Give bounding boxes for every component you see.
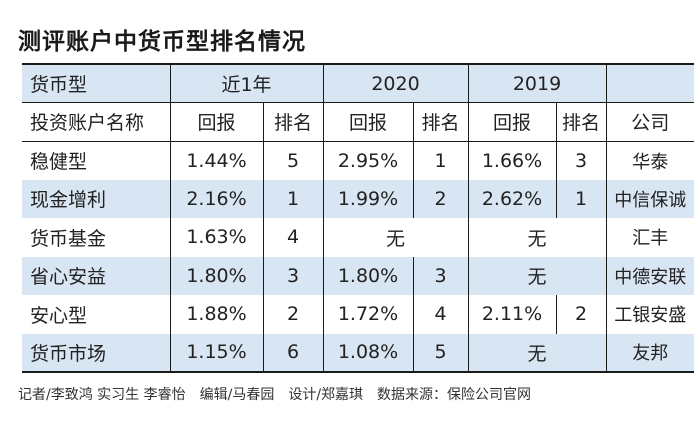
header-row-years: 货币型 近1年 2020 2019 [22, 63, 695, 103]
col-return: 回报 [322, 102, 413, 141]
account-name: 货币基金 [30, 227, 107, 250]
empty-header-cell [605, 63, 695, 103]
company-name: 华泰 [605, 140, 695, 180]
account-name: 现金增利 [22, 179, 170, 218]
rank-value: 3 [412, 256, 469, 295]
return-value: 2.11% [467, 295, 557, 334]
company-name: 工银安盛 [605, 295, 695, 334]
col-rank: 排名 [555, 102, 607, 141]
col-company: 公司 [605, 102, 695, 141]
col-rank: 排名 [262, 102, 323, 141]
rank-value: 2 [412, 179, 469, 218]
rank-value: 6 [262, 333, 323, 373]
return-value: 2.16% [169, 179, 263, 218]
table-row: 安心型 1.88% 2 1.72% 4 2.11% 2 工银安盛 [22, 295, 695, 334]
return-value: 2.95% [322, 140, 413, 180]
credits-footer: 记者/李致鸿 实习生 李睿怡 编辑/马春园 设计/郑嘉琪 数据来源：保险公司官网 [18, 387, 532, 403]
return-value: 1.63% [169, 218, 263, 257]
rank-value: 1 [555, 179, 607, 218]
rank-value: 5 [262, 140, 323, 180]
rank-value: 4 [412, 295, 469, 334]
return-value: 2.62% [467, 179, 557, 218]
account-name: 货币市场 [22, 333, 170, 373]
table-row: 货币基金 1.63% 4 无 无 汇丰 [22, 218, 695, 257]
col-account-name: 投资账户名称 [22, 102, 170, 141]
company-name: 汇丰 [605, 218, 695, 257]
account-name: 稳健型 [22, 140, 170, 180]
company-name: 中信保诚 [605, 179, 695, 218]
col-return: 回报 [467, 102, 557, 141]
account-name: 省心安益 [22, 256, 170, 295]
return-value: 1.66% [467, 140, 557, 180]
no-data-2019: 无 [467, 218, 607, 257]
rank-value: 1 [262, 179, 323, 218]
return-value: 1.88% [169, 295, 263, 334]
header-row-columns: 投资账户名称 回报 排名 回报 排名 回报 排名 公司 [22, 102, 695, 141]
table-row: 省心安益 1.80% 3 1.80% 3 无 中德安联 [22, 256, 695, 295]
rank-value: 4 [262, 218, 323, 257]
return-value: 1.80% [169, 256, 263, 295]
period-2020: 2020 [322, 63, 469, 103]
table-row: 现金增利 2.16% 1 1.99% 2 2.62% 1 中信保诚 [22, 179, 695, 218]
rank-value: 2 [262, 295, 323, 334]
no-data-2019: 无 [467, 256, 607, 295]
rank-value: 5 [412, 333, 469, 373]
return-value: 1.08% [322, 333, 413, 373]
rank-value: 2 [555, 295, 607, 334]
company-name: 友邦 [605, 333, 695, 373]
period-last-year: 近1年 [169, 63, 323, 103]
return-value: 1.15% [169, 333, 263, 373]
account-name: 安心型 [30, 304, 88, 327]
table-row: 货币市场 1.15% 6 1.08% 5 无 友邦 [22, 333, 695, 373]
ranking-table: 货币型 近1年 2020 2019 投资账户名称 回报 排名 回报 排名 回报 … [22, 63, 695, 373]
return-value: 1.80% [322, 256, 413, 295]
rank-value: 3 [555, 140, 607, 180]
period-2019: 2019 [467, 63, 607, 103]
type-label: 货币型 [22, 63, 170, 103]
col-return: 回报 [169, 102, 263, 141]
rank-value: 1 [412, 140, 469, 180]
return-value: 1.44% [169, 140, 263, 180]
table-row: 稳健型 1.44% 5 2.95% 1 1.66% 3 华泰 [22, 140, 695, 180]
company-name: 中德安联 [605, 256, 695, 295]
col-rank: 排名 [412, 102, 469, 141]
page-title: 测评账户中货币型排名情况 [18, 29, 306, 55]
no-data-2020: 无 [322, 218, 469, 257]
return-value: 1.72% [322, 295, 413, 334]
no-data-2019: 无 [467, 333, 607, 373]
rank-value: 3 [262, 256, 323, 295]
return-value: 1.99% [322, 179, 413, 218]
